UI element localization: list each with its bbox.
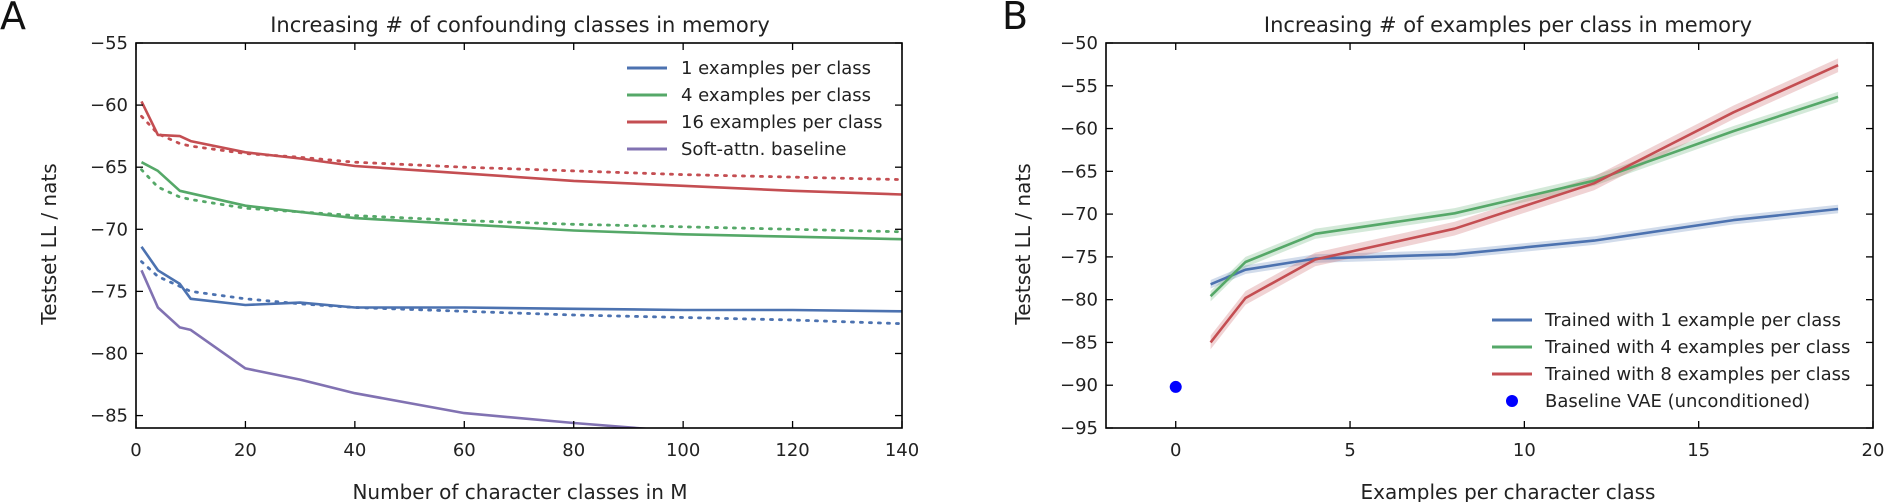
y-tick-label: −50: [1060, 33, 1098, 54]
chart-b-plot-area: [1169, 58, 1839, 393]
series-line-1: [140, 245, 902, 313]
legend-label: Baseline VAE (unconditioned): [1545, 391, 1810, 412]
chart-b-legend: Trained with 1 example per class Trained …: [1492, 310, 1850, 412]
panel-a: A Increasing # of confounding classes in…: [0, 0, 919, 502]
series-line-3: [140, 100, 902, 196]
x-tick-label: 60: [453, 440, 476, 461]
chart-b-ylabel: Testset LL / nats: [1011, 163, 1035, 325]
series-line-1: [1210, 207, 1839, 286]
y-tick-label: −55: [1060, 76, 1098, 97]
y-tick-label: −75: [90, 281, 128, 302]
y-tick-label: −85: [1060, 332, 1098, 353]
chart-a-axes: 0 20 40 60 80 100 120 140 −85 −80 −75 −70 −65 −60 −55: [90, 33, 919, 461]
dotted-series-line-2: [140, 168, 902, 234]
x-tick-label: 80: [562, 440, 585, 461]
chart-b-axes: 0 5 10 15 20 −95 −90 −85 −80 −75 −70 −65 −60 −55 −50: [1060, 33, 1884, 461]
legend-label: 16 examples per class: [681, 112, 883, 133]
series-line-2: [140, 161, 902, 241]
y-tick-label: −70: [1060, 204, 1098, 225]
legend-label: 1 examples per class: [681, 58, 871, 79]
y-tick-label: −60: [1060, 119, 1098, 140]
legend-label: Soft-attn. baseline: [681, 139, 846, 160]
series-line-3: [1209, 64, 1839, 344]
chart-a-ylabel: Testset LL / nats: [37, 163, 61, 325]
legend-label: 4 examples per class: [681, 85, 871, 106]
dotted-series-line-3: [140, 114, 902, 181]
legend-swatch: [1506, 395, 1518, 407]
y-tick-label: −65: [1060, 161, 1098, 182]
y-tick-label: −55: [90, 33, 128, 54]
x-tick-label: 10: [1513, 440, 1536, 461]
chart-a-legend: 1 examples per class 4 examples per class…: [627, 58, 883, 160]
x-tick-label: 140: [885, 440, 919, 461]
legend-label: Trained with 1 example per class: [1544, 310, 1841, 331]
baseline-point: [1169, 380, 1182, 393]
y-tick-label: −80: [90, 343, 128, 364]
chart-a-title: Increasing # of confounding classes in m…: [270, 13, 770, 37]
x-tick-label: 40: [343, 440, 366, 461]
x-tick-label: 20: [1862, 440, 1885, 461]
y-tick-label: −60: [90, 95, 128, 116]
x-tick-label: 0: [130, 440, 141, 461]
x-tick-label: 15: [1687, 440, 1710, 461]
series-band-3: [1210, 58, 1839, 350]
x-tick-label: 20: [234, 440, 257, 461]
plot-frame: [1105, 42, 1874, 429]
x-tick-label: 0: [1170, 440, 1181, 461]
panel-letter-b: B: [1002, 0, 1028, 38]
chart-b-xlabel: Examples per character class: [1361, 480, 1656, 502]
series-line-4: [140, 269, 653, 428]
y-tick-label: −65: [90, 157, 128, 178]
y-tick-label: −80: [1060, 290, 1098, 311]
legend-label: Trained with 8 examples per class: [1544, 364, 1850, 385]
series-line-2: [1209, 95, 1839, 298]
x-tick-label: 120: [775, 440, 809, 461]
y-tick-label: −75: [1060, 247, 1098, 268]
chart-a-plot-area: [140, 100, 902, 428]
chart-a-xlabel: Number of character classes in M: [352, 480, 687, 502]
chart-b-title: Increasing # of examples per class in me…: [1264, 13, 1752, 37]
y-tick-label: −85: [90, 406, 128, 427]
panel-letter-a: A: [0, 0, 26, 38]
y-tick-label: −95: [1060, 418, 1098, 439]
y-tick-label: −70: [90, 219, 128, 240]
dotted-series-line-1: [140, 260, 902, 326]
plot-frame: [135, 42, 903, 429]
y-tick-label: −90: [1060, 375, 1098, 396]
legend-label: Trained with 4 examples per class: [1544, 337, 1850, 358]
panel-b: B Increasing # of examples per class in …: [1002, 0, 1884, 502]
x-tick-label: 100: [666, 440, 700, 461]
x-tick-label: 5: [1344, 440, 1355, 461]
